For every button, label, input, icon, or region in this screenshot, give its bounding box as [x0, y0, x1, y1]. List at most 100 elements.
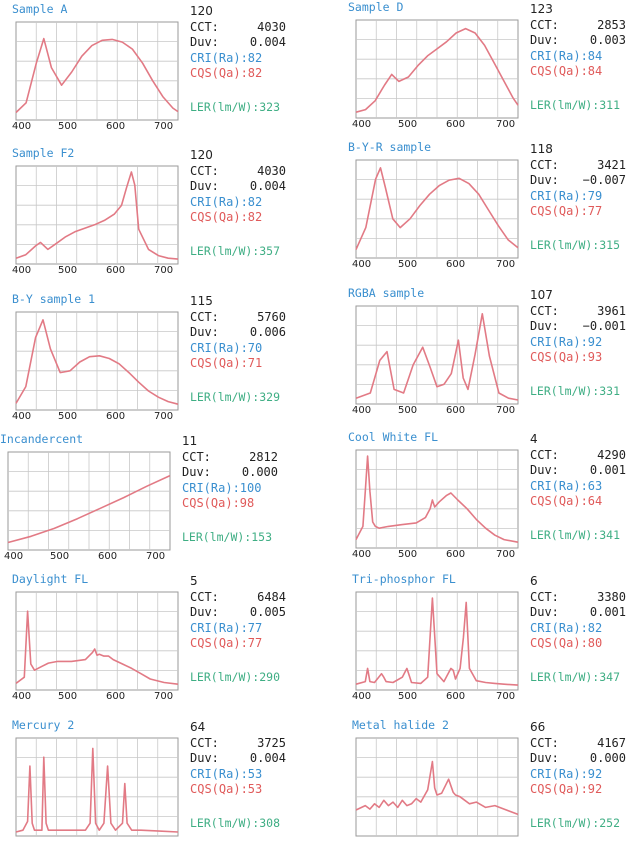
plot-svg	[355, 305, 519, 405]
spectrum-line	[355, 597, 519, 686]
x-axis-ticks: 400 500 600 700	[0, 551, 175, 565]
x-tick-label: 400	[4, 551, 24, 562]
cct-row: CCT: 6484	[190, 590, 320, 606]
plot-svg	[15, 21, 179, 121]
cqs-value: CQS(Qa):64	[530, 494, 603, 508]
duv-label: Duv:	[190, 35, 219, 49]
spectrum-panel: RGBA sample 400 500 600 700 107 CCT: 3961 Duv: −0…	[348, 286, 640, 434]
x-tick-label: 400	[352, 405, 372, 416]
x-axis-ticks: 400 500 600 700	[8, 411, 183, 425]
x-axis-ticks: 400 500 600 700	[8, 121, 183, 135]
x-tick-label: 700	[496, 119, 516, 130]
spectrum-plot	[355, 19, 519, 119]
cri-value: CRI(Ra):70	[190, 340, 263, 355]
duv-label: Duv:	[530, 463, 559, 477]
duv-row: Duv: 0.001	[530, 463, 640, 479]
x-tick-label: 700	[154, 691, 174, 702]
duv-value: 0.001	[589, 605, 626, 619]
sample-index: 66	[530, 720, 546, 734]
sample-index: 64	[190, 720, 206, 734]
duv-row: Duv: 0.004	[190, 179, 320, 195]
spectrum-plot	[355, 159, 519, 259]
duv-label: Duv:	[190, 751, 219, 765]
duv-row: Duv: −0.007	[530, 173, 640, 189]
spectrum-plot	[15, 311, 179, 411]
plot-svg	[15, 311, 179, 411]
x-tick-label: 700	[496, 259, 516, 270]
x-tick-label: 400	[352, 259, 372, 270]
x-tick-label: 400	[12, 411, 32, 422]
spectrum-panel: Cool White FL 400 500 600 700 4 CCT: 4290 Duv: 0.…	[348, 430, 640, 578]
panel-title: Mercury 2	[12, 718, 75, 732]
x-tick-label: 600	[446, 259, 466, 270]
x-tick-label: 400	[352, 691, 372, 702]
cct-label: CCT:	[530, 589, 559, 604]
cct-value: 4290	[597, 447, 626, 462]
cqs-value: CQS(Qa):77	[530, 204, 603, 218]
spectrum-line	[355, 760, 519, 816]
x-axis-ticks: 400 500 600 700	[8, 691, 183, 705]
x-tick-label: 700	[496, 405, 516, 416]
panel-title: Sample A	[12, 2, 68, 16]
metrics-block: 107 CCT: 3961 Duv: −0.001 CRI(Ra):92 CQS(Qa):9…	[530, 288, 640, 399]
x-tick-label: 500	[398, 405, 418, 416]
ler-value: LER(lm/W):341	[530, 527, 621, 542]
cct-value: 4167	[597, 735, 626, 750]
plot-svg	[355, 591, 519, 691]
ler-value: LER(lm/W):323	[190, 99, 281, 114]
spectrum-plot	[15, 21, 179, 121]
duv-value: 0.005	[249, 605, 286, 619]
plot-svg	[355, 159, 519, 259]
cct-label: CCT:	[190, 735, 219, 750]
sample-index: 120	[190, 4, 213, 18]
duv-row: Duv: 0.005	[190, 605, 320, 621]
x-tick-label: 500	[58, 411, 78, 422]
panel-title: Tri-phosphor FL	[352, 572, 456, 586]
ler-value: LER(lm/W):153	[182, 529, 273, 544]
cct-row: CCT: 4290	[530, 448, 640, 464]
ler-value: LER(lm/W):329	[190, 389, 281, 404]
x-tick-label: 400	[12, 121, 32, 132]
x-axis-ticks: 400 500 600 700	[8, 265, 183, 279]
duv-label: Duv:	[190, 179, 219, 193]
ler-value: LER(lm/W):311	[530, 97, 621, 112]
cqs-value: CQS(Qa):82	[190, 66, 263, 80]
x-axis-ticks: 400 500 600 700	[348, 259, 523, 273]
plot-svg	[15, 591, 179, 691]
cri-value: CRI(Ra):92	[530, 766, 603, 781]
spectrum-line	[15, 747, 179, 833]
cct-label: CCT:	[530, 447, 559, 462]
duv-label: Duv:	[530, 605, 559, 619]
cqs-value: CQS(Qa):84	[530, 64, 603, 78]
spectrum-panel: B-Y sample 1 400 500 600 700 115 CCT: 5760 Duv: 0…	[8, 292, 328, 440]
duv-row: Duv: 0.003	[530, 33, 640, 49]
duv-value: 0.000	[241, 465, 278, 479]
cri-value: CRI(Ra):63	[530, 478, 603, 493]
duv-value: 0.004	[249, 35, 286, 49]
cri-value: CRI(Ra):100	[182, 480, 262, 495]
spectrum-plot	[355, 449, 519, 549]
spectrum-panel: Metal halide 2 66 CCT: 4167 Duv: 0.000 CRI(Ra)…	[348, 718, 640, 866]
metrics-block: 118 CCT: 3421 Duv: −0.007 CRI(Ra):79 CQS(Qa):7…	[530, 142, 640, 253]
x-tick-label: 400	[12, 691, 32, 702]
spectrum-panel: Tri-phosphor FL 400 500 600 700 6 CCT: 3380 Duv:…	[348, 572, 640, 720]
cct-row: CCT: 3961	[530, 304, 640, 320]
metrics-block: 5 CCT: 6484 Duv: 0.005 CRI(Ra):77 CQS(Qa):77 LE…	[190, 574, 320, 685]
cri-value: CRI(Ra):53	[190, 766, 263, 781]
spectrum-line	[15, 171, 179, 260]
panel-title: Cool White FL	[348, 430, 439, 444]
duv-row: Duv: 0.000	[530, 751, 640, 767]
duv-label: Duv:	[182, 465, 211, 479]
duv-row: Duv: 0.001	[530, 605, 640, 621]
metrics-block: 120 CCT: 4030 Duv: 0.004 CRI(Ra):82 CQS(Qa):82…	[190, 4, 320, 115]
sample-index: 5	[190, 574, 198, 588]
metrics-block: 11 CCT: 2812 Duv: 0.000 CRI(Ra):100 CQS(Qa):98…	[182, 434, 312, 545]
panel-title: B-Y-R sample	[348, 140, 432, 154]
spectrum-line	[7, 474, 171, 544]
spectrum-panel: Sample F2 400 500 600 700 120 CCT: 4030 Duv: 0.00…	[8, 146, 328, 294]
ler-value: LER(lm/W):357	[190, 243, 281, 258]
x-axis-ticks: 400 500 600 700	[348, 549, 523, 563]
duv-value: 0.000	[589, 751, 626, 765]
spectrum-line	[355, 167, 519, 250]
x-tick-label: 600	[446, 691, 466, 702]
